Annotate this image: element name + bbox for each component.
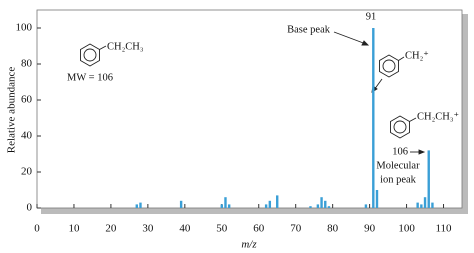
annotation: CH₂CH₃	[107, 41, 144, 52]
bond	[409, 117, 417, 122]
y-axis-label: Relative abundance	[6, 67, 18, 154]
bar	[364, 204, 368, 208]
bar	[224, 197, 227, 208]
bar	[416, 202, 419, 208]
bar	[375, 190, 379, 208]
y-tick-label: 20	[21, 166, 33, 178]
bar	[220, 204, 223, 208]
bar	[372, 28, 375, 208]
x-tick-label: 30	[142, 223, 154, 235]
x-axis-label: m/z	[241, 239, 257, 251]
y-tick-label: 80	[21, 58, 33, 70]
bar	[227, 204, 231, 208]
bar	[316, 204, 320, 208]
bar	[431, 202, 434, 208]
x-tick-label: 0	[34, 223, 40, 235]
bar	[179, 200, 183, 208]
x-tick-label: 100	[398, 223, 415, 235]
x-tick-label: 10	[68, 223, 80, 235]
x-tick-label: 90	[364, 223, 376, 235]
ring-circle	[83, 48, 97, 62]
arrow	[333, 31, 367, 45]
y-tick-label: 0	[27, 202, 33, 214]
x-tick-label: 40	[179, 223, 191, 235]
annotation: Molecular	[376, 160, 420, 171]
bar	[427, 150, 430, 208]
bar	[320, 197, 323, 208]
annotation: CH₂CH₃⁺	[417, 111, 459, 122]
ring-circle	[382, 59, 396, 73]
plot-frame	[36, 9, 463, 209]
y-tick-label: 60	[21, 94, 33, 106]
ring-circle	[393, 120, 407, 134]
bar	[268, 200, 272, 208]
y-tick-label: 100	[16, 22, 33, 34]
y-tick-label: 40	[21, 130, 33, 142]
bar	[139, 202, 142, 208]
bond	[398, 56, 405, 61]
bar	[324, 200, 327, 208]
annotation: 91	[366, 11, 377, 22]
bar	[309, 206, 312, 208]
bond	[99, 45, 107, 50]
x-tick-label: 50	[216, 223, 228, 235]
annotation: ion peak	[380, 174, 417, 185]
bar	[276, 195, 279, 208]
x-tick-label: 110	[435, 223, 452, 235]
bar	[423, 197, 427, 208]
bar	[264, 204, 268, 208]
annotation: CH₂⁺	[405, 50, 429, 61]
x-tick-label: 20	[105, 223, 117, 235]
annotation: Base peak	[287, 24, 331, 35]
x-tick-label: 70	[290, 223, 302, 235]
annotation: 106	[392, 146, 408, 157]
bar	[135, 204, 138, 208]
bar	[327, 206, 331, 208]
bar	[420, 204, 423, 208]
x-tick-label: 80	[327, 223, 339, 235]
arrowhead	[361, 40, 370, 46]
x-tick-label: 60	[253, 223, 265, 235]
arrowhead	[418, 149, 426, 155]
annotation: MW = 106	[67, 72, 113, 83]
